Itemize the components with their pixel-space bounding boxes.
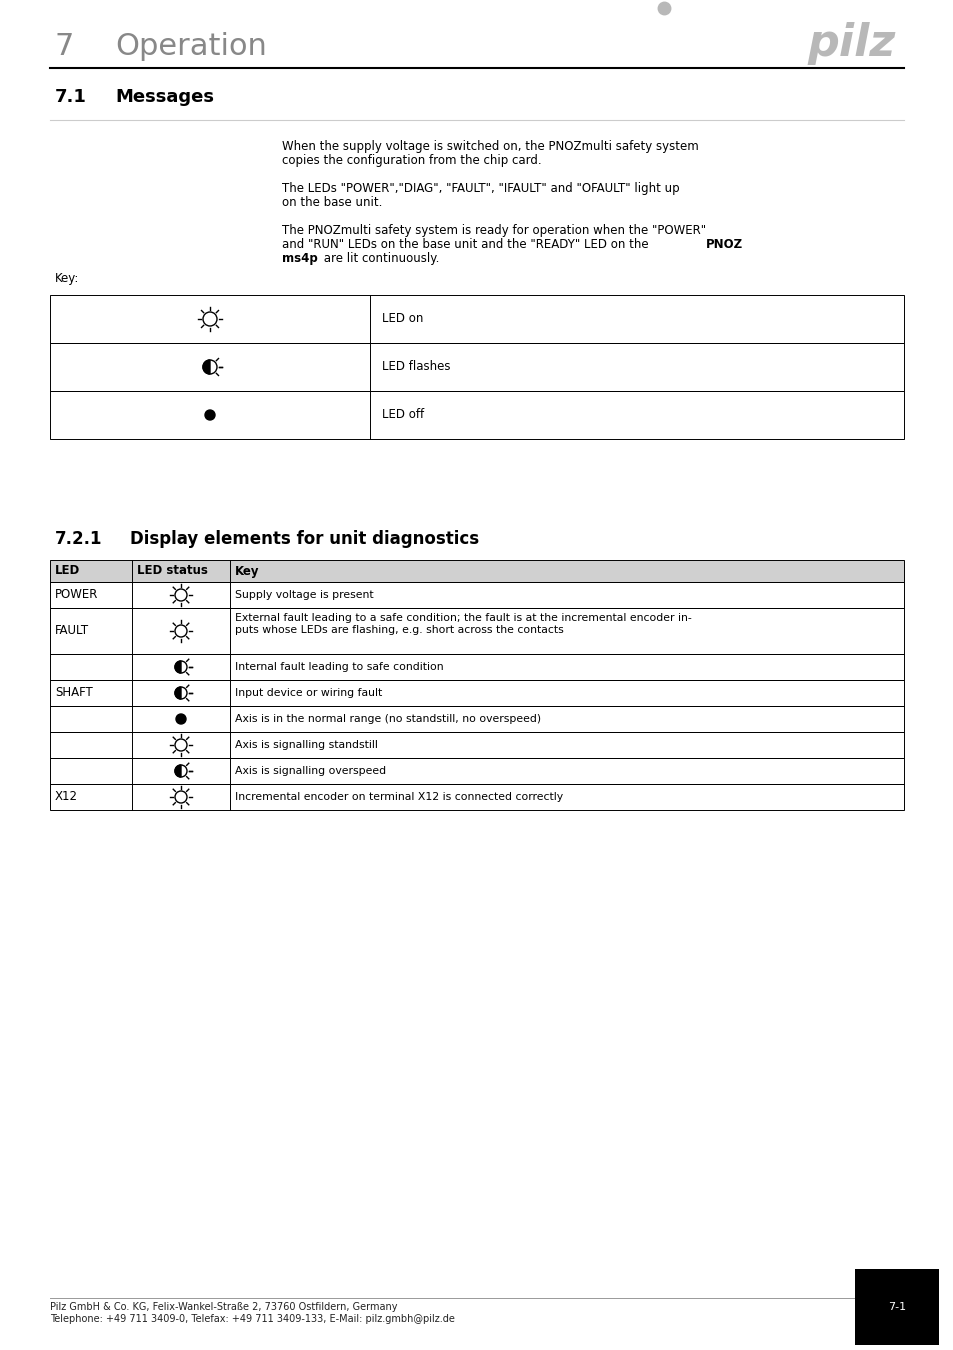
- Text: copies the configuration from the chip card.: copies the configuration from the chip c…: [282, 154, 541, 167]
- Text: ms4p: ms4p: [282, 252, 317, 265]
- Text: Axis is in the normal range (no standstill, no overspeed): Axis is in the normal range (no standsti…: [234, 714, 540, 724]
- Circle shape: [205, 410, 214, 420]
- Text: PNOZ: PNOZ: [705, 238, 742, 251]
- Text: External fault leading to a safe condition; the fault is at the incremental enco: External fault leading to a safe conditi…: [234, 613, 691, 634]
- Text: Internal fault leading to safe condition: Internal fault leading to safe condition: [234, 662, 443, 672]
- Text: Key: Key: [234, 564, 259, 578]
- Text: LED: LED: [55, 564, 80, 578]
- Bar: [50, 680, 903, 706]
- Circle shape: [175, 714, 186, 724]
- Polygon shape: [203, 360, 210, 374]
- Bar: [50, 560, 903, 582]
- Text: The PNOZmulti safety system is ready for operation when the "POWER": The PNOZmulti safety system is ready for…: [282, 224, 705, 238]
- Text: pilz: pilz: [807, 22, 895, 65]
- Text: 7.2.1: 7.2.1: [55, 531, 102, 548]
- Text: Messages: Messages: [115, 88, 213, 107]
- Text: 7.1: 7.1: [55, 88, 87, 107]
- Text: Telephone: +49 711 3409-0, Telefax: +49 711 3409-133, E-Mail: pilz.gmbh@pilz.de: Telephone: +49 711 3409-0, Telefax: +49 …: [50, 1314, 455, 1324]
- Text: Supply voltage is present: Supply voltage is present: [234, 590, 374, 599]
- Text: Axis is signalling standstill: Axis is signalling standstill: [234, 740, 377, 751]
- Bar: [50, 732, 903, 757]
- Text: SHAFT: SHAFT: [55, 687, 92, 699]
- Bar: [50, 706, 903, 732]
- Bar: [50, 392, 903, 439]
- Polygon shape: [174, 662, 181, 674]
- Text: 7-1: 7-1: [887, 1301, 905, 1312]
- Text: Pilz GmbH & Co. KG, Felix-Wankel-Straße 2, 73760 Ostfildern, Germany: Pilz GmbH & Co. KG, Felix-Wankel-Straße …: [50, 1301, 397, 1312]
- Bar: [50, 757, 903, 784]
- Text: Input device or wiring fault: Input device or wiring fault: [234, 688, 382, 698]
- Polygon shape: [174, 687, 181, 699]
- Text: Incremental encoder on terminal X12 is connected correctly: Incremental encoder on terminal X12 is c…: [234, 792, 562, 802]
- Bar: [50, 343, 903, 391]
- Text: Operation: Operation: [115, 32, 267, 61]
- Text: When the supply voltage is switched on, the PNOZmulti safety system: When the supply voltage is switched on, …: [282, 140, 698, 153]
- Bar: [50, 582, 903, 608]
- Text: LED flashes: LED flashes: [381, 360, 450, 374]
- Bar: [50, 296, 903, 343]
- Text: Axis is signalling overspeed: Axis is signalling overspeed: [234, 765, 386, 776]
- Text: Key:: Key:: [55, 271, 79, 285]
- Text: LED off: LED off: [381, 409, 424, 421]
- Text: Display elements for unit diagnostics: Display elements for unit diagnostics: [130, 531, 478, 548]
- Text: The LEDs "POWER","DIAG", "FAULT", "IFAULT" and "OFAULT" light up: The LEDs "POWER","DIAG", "FAULT", "IFAUL…: [282, 182, 679, 194]
- Text: and "RUN" LEDs on the base unit and the "READY" LED on the: and "RUN" LEDs on the base unit and the …: [282, 238, 652, 251]
- Text: LED on: LED on: [381, 312, 423, 325]
- Text: X12: X12: [55, 791, 78, 803]
- Text: on the base unit.: on the base unit.: [282, 196, 382, 209]
- Bar: [50, 784, 903, 810]
- Bar: [50, 608, 903, 653]
- Text: POWER: POWER: [55, 589, 98, 602]
- Bar: [50, 653, 903, 680]
- Polygon shape: [174, 765, 181, 778]
- Text: FAULT: FAULT: [55, 625, 89, 637]
- Text: are lit continuously.: are lit continuously.: [319, 252, 439, 265]
- Text: LED status: LED status: [137, 564, 208, 578]
- Text: 7: 7: [55, 32, 74, 61]
